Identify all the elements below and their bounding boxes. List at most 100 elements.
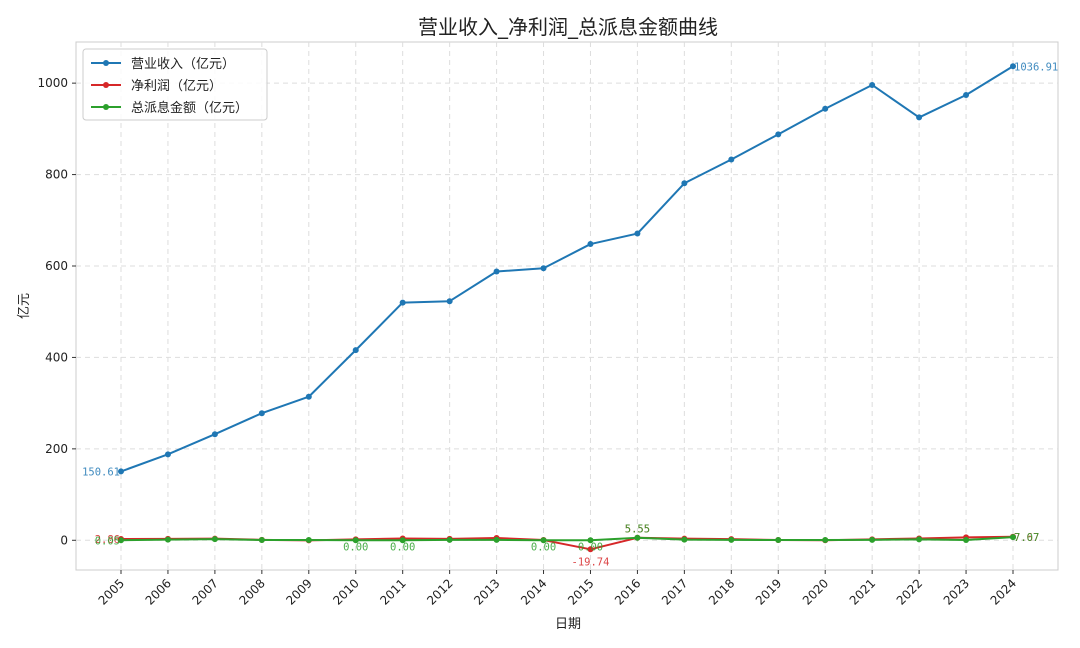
series-point <box>869 81 876 88</box>
data-label: 1036.91 <box>1014 61 1058 73</box>
x-tick-label: 2009 <box>283 576 314 607</box>
y-tick-label: 1000 <box>37 76 68 90</box>
legend-swatch-marker <box>103 104 109 110</box>
x-tick-label: 2008 <box>236 576 267 607</box>
series-point <box>446 298 453 305</box>
data-label: 2.86 <box>95 534 120 546</box>
series-point <box>728 536 735 543</box>
legend-swatch-marker <box>103 60 109 66</box>
y-tick-label: 0 <box>60 533 68 547</box>
data-label: 5.55 <box>625 524 650 536</box>
series-point <box>681 536 688 543</box>
legend-box <box>82 48 268 121</box>
series-point <box>211 536 218 543</box>
y-tick-label: 800 <box>45 168 68 182</box>
x-tick-label: 2006 <box>143 576 174 607</box>
series-point <box>258 537 265 544</box>
series-point <box>1010 534 1016 541</box>
series-point <box>118 468 124 475</box>
series-point <box>399 299 406 306</box>
legend-swatch-marker <box>103 82 109 88</box>
series-point <box>352 347 359 354</box>
data-label: 0.00 <box>531 541 556 553</box>
x-tick-label: 2014 <box>518 576 549 607</box>
series-point <box>493 536 500 543</box>
x-tick-label: 2024 <box>988 576 1019 607</box>
data-label: 5.55 <box>625 524 650 536</box>
series-point <box>352 537 359 544</box>
series-point <box>822 537 829 544</box>
series-point <box>493 268 500 275</box>
legend: 营业收入（亿元） 净利润（亿元） 总派息金额（亿元） <box>82 48 268 121</box>
x-tick-label: 2011 <box>377 576 408 607</box>
series-point <box>587 546 594 553</box>
data-label: 0.00 <box>578 541 603 553</box>
series-point <box>1010 63 1016 70</box>
series-point <box>634 230 641 237</box>
x-tick-label: 2007 <box>190 576 221 607</box>
series-point <box>634 534 641 541</box>
grid-lines <box>76 42 1058 570</box>
series-point <box>963 92 970 99</box>
series-point <box>869 536 876 543</box>
series-point <box>540 537 547 544</box>
x-tick-label: 2016 <box>612 576 643 607</box>
series-layer <box>118 63 1016 553</box>
chart-title: 营业收入_净利润_总派息金额曲线 <box>418 15 718 39</box>
legend-label: 净利润（亿元） <box>131 79 222 94</box>
series-point <box>164 536 171 543</box>
data-label: 0.05 <box>95 535 120 547</box>
x-tick-label: 2012 <box>424 576 455 607</box>
series-point <box>963 537 970 544</box>
x-tick-label: 2021 <box>847 576 878 607</box>
series-point <box>305 393 312 400</box>
series-line <box>120 536 1014 542</box>
series-point <box>681 180 688 187</box>
data-label: 150.61 <box>82 466 120 478</box>
series-line <box>120 65 1014 473</box>
x-tick-label: 2017 <box>659 576 690 607</box>
x-tick-label: 2005 <box>96 576 127 607</box>
y-tick-label: 200 <box>45 442 68 456</box>
series-point <box>211 431 218 438</box>
data-label: 0.00 <box>343 541 368 553</box>
data-label: 7.67 <box>1014 532 1039 544</box>
series-point <box>540 265 547 272</box>
series-point <box>775 537 782 544</box>
series-point <box>587 241 594 248</box>
series-line <box>120 535 1014 551</box>
data-label: -19.74 <box>572 556 610 568</box>
x-tick-label: 2023 <box>941 576 972 607</box>
x-tick-label: 2019 <box>753 576 784 607</box>
series-point <box>916 536 923 543</box>
legend-label: 总派息金额（亿元） <box>131 100 248 116</box>
data-labels: 150.61 1036.91 2.86 -19.74 5.55 7.67 0.05 0.00 0… <box>82 61 1058 568</box>
plot-area <box>75 41 1059 571</box>
y-tick-label: 400 <box>45 350 68 364</box>
series-point <box>822 105 829 112</box>
x-tick-label: 2013 <box>471 576 502 607</box>
x-tick-label: 2018 <box>706 576 737 607</box>
series-point <box>728 156 735 163</box>
x-tick-label: 2022 <box>894 576 925 607</box>
series-point <box>164 451 171 458</box>
series-point <box>118 537 124 544</box>
legend-label: 营业收入（亿元） <box>131 57 235 72</box>
y-axis-title: 亿元 <box>17 293 32 319</box>
series-point <box>775 131 782 138</box>
data-label: 0.00 <box>390 541 415 553</box>
series-point <box>916 114 923 121</box>
y-tick-label: 600 <box>45 259 68 273</box>
x-tick-label: 2015 <box>565 576 596 607</box>
x-axis-title: 日期 <box>555 617 581 632</box>
series-point <box>399 537 406 544</box>
data-label: 7.07 <box>1014 532 1039 544</box>
series-point <box>305 537 312 544</box>
series-point <box>258 410 265 417</box>
x-tick-label: 2010 <box>330 576 361 607</box>
series-point <box>587 537 594 544</box>
x-tick-label: 2020 <box>800 576 831 607</box>
series-point <box>446 536 453 543</box>
y-axis: 0 200 400 600 800 1000 <box>37 76 76 547</box>
